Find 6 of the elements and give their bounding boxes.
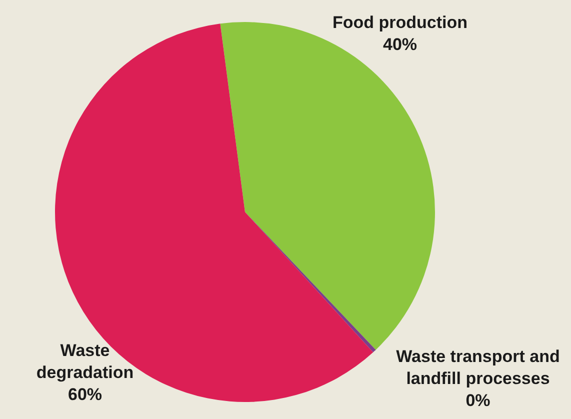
data-label: 60% (68, 385, 102, 404)
slice-label: Waste degradation (36, 341, 134, 382)
slice-label: Waste transport and landfill processes (396, 347, 560, 388)
data-label: 40% (382, 35, 418, 54)
data-label: 0% (466, 391, 490, 410)
slice-label: Food production (332, 13, 468, 32)
